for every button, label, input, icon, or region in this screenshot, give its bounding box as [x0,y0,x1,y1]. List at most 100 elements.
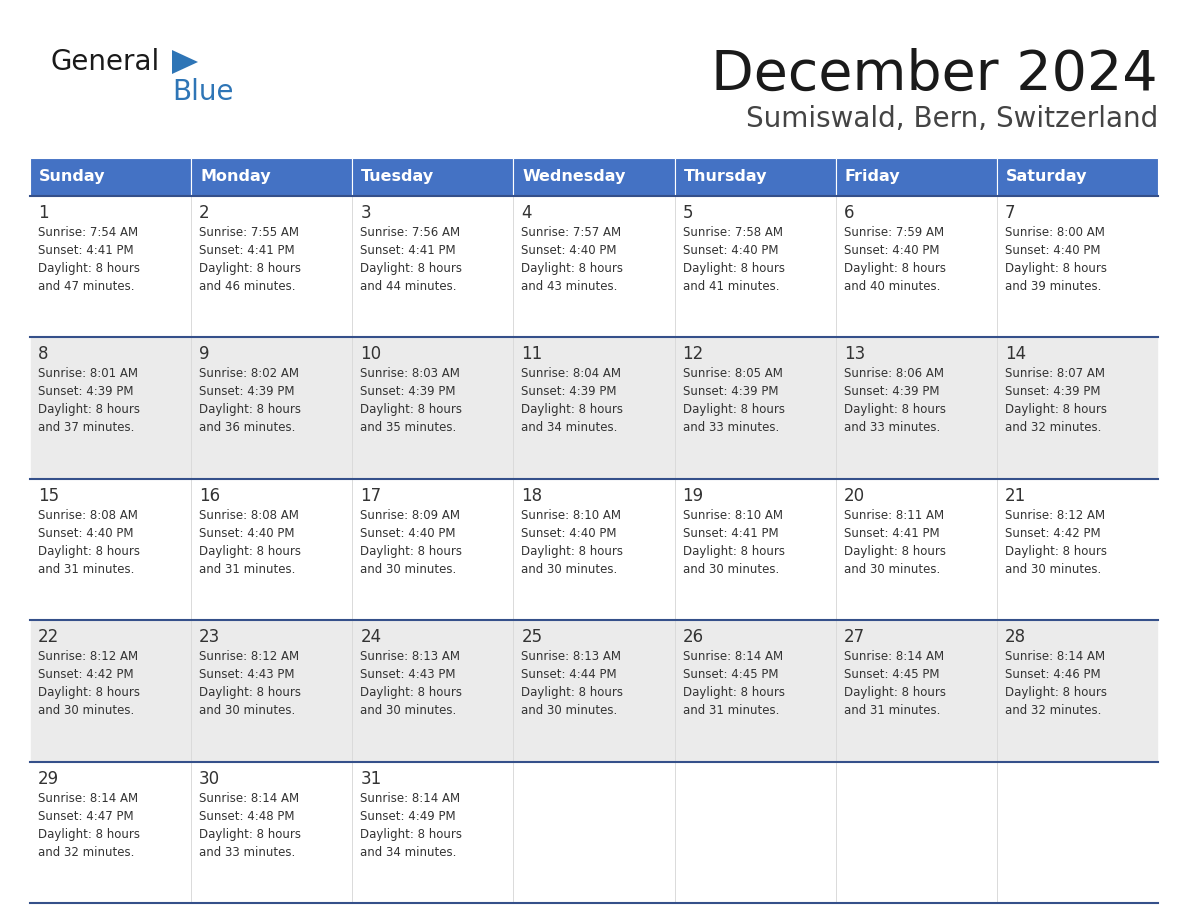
Text: 11: 11 [522,345,543,364]
Text: Sunset: 4:49 PM: Sunset: 4:49 PM [360,810,456,823]
Text: 31: 31 [360,769,381,788]
Text: Sunset: 4:40 PM: Sunset: 4:40 PM [1005,244,1100,257]
Text: Daylight: 8 hours: Daylight: 8 hours [360,544,462,558]
Text: Daylight: 8 hours: Daylight: 8 hours [683,686,784,700]
Text: Sunrise: 7:59 AM: Sunrise: 7:59 AM [843,226,943,239]
Text: 9: 9 [200,345,209,364]
Text: and 33 minutes.: and 33 minutes. [683,421,779,434]
Bar [997,762,1158,903]
Text: Sunrise: 8:08 AM: Sunrise: 8:08 AM [38,509,138,521]
Text: and 31 minutes.: and 31 minutes. [843,704,940,717]
Text: Sunset: 4:43 PM: Sunset: 4:43 PM [200,668,295,681]
Text: Daylight: 8 hours: Daylight: 8 hours [360,828,462,841]
Text: and 40 minutes.: and 40 minutes. [843,280,940,293]
Text: Sunset: 4:40 PM: Sunset: 4:40 PM [38,527,133,540]
Text: 6: 6 [843,204,854,222]
Text: and 35 minutes.: and 35 minutes. [360,421,456,434]
Text: Blue: Blue [172,78,234,106]
Bar [191,196,353,338]
Bar [30,196,191,338]
Text: Daylight: 8 hours: Daylight: 8 hours [1005,403,1107,417]
Text: Sunset: 4:40 PM: Sunset: 4:40 PM [522,527,617,540]
Bar [675,762,835,903]
Text: and 31 minutes.: and 31 minutes. [683,704,779,717]
Text: and 39 minutes.: and 39 minutes. [1005,280,1101,293]
Text: Sunrise: 7:54 AM: Sunrise: 7:54 AM [38,226,138,239]
Text: Sunrise: 8:09 AM: Sunrise: 8:09 AM [360,509,460,521]
Text: 1: 1 [38,204,49,222]
Bar [675,196,835,338]
Text: and 33 minutes.: and 33 minutes. [200,845,296,858]
Text: Sunset: 4:39 PM: Sunset: 4:39 PM [200,386,295,398]
Bar [353,621,513,762]
Bar [30,158,191,196]
Text: Daylight: 8 hours: Daylight: 8 hours [843,686,946,700]
Text: Sunrise: 8:04 AM: Sunrise: 8:04 AM [522,367,621,380]
Bar [513,196,675,338]
Text: Sunrise: 8:14 AM: Sunrise: 8:14 AM [38,791,138,804]
Text: Sunrise: 8:11 AM: Sunrise: 8:11 AM [843,509,943,521]
Text: Daylight: 8 hours: Daylight: 8 hours [843,262,946,275]
Text: and 36 minutes.: and 36 minutes. [200,421,296,434]
Text: Sunrise: 8:12 AM: Sunrise: 8:12 AM [38,650,138,663]
Text: Daylight: 8 hours: Daylight: 8 hours [360,686,462,700]
Text: Sunrise: 8:10 AM: Sunrise: 8:10 AM [522,509,621,521]
Text: Daylight: 8 hours: Daylight: 8 hours [843,544,946,558]
Text: and 32 minutes.: and 32 minutes. [1005,421,1101,434]
Bar [835,158,997,196]
Text: Daylight: 8 hours: Daylight: 8 hours [200,262,301,275]
Text: 27: 27 [843,628,865,646]
Text: Sunset: 4:48 PM: Sunset: 4:48 PM [200,810,295,823]
Text: Sunset: 4:39 PM: Sunset: 4:39 PM [1005,386,1100,398]
Bar [353,196,513,338]
Text: 5: 5 [683,204,693,222]
Bar [513,158,675,196]
Text: Thursday: Thursday [683,170,767,185]
Bar [835,621,997,762]
Text: Sunrise: 8:13 AM: Sunrise: 8:13 AM [522,650,621,663]
Text: Daylight: 8 hours: Daylight: 8 hours [38,262,140,275]
Text: Sunrise: 8:13 AM: Sunrise: 8:13 AM [360,650,460,663]
Text: Monday: Monday [200,170,271,185]
Text: Tuesday: Tuesday [361,170,435,185]
Text: 8: 8 [38,345,49,364]
Text: 17: 17 [360,487,381,505]
Text: Sunrise: 7:55 AM: Sunrise: 7:55 AM [200,226,299,239]
Text: Daylight: 8 hours: Daylight: 8 hours [522,686,624,700]
Text: Sunset: 4:41 PM: Sunset: 4:41 PM [683,527,778,540]
Bar [675,479,835,621]
Text: Sunrise: 8:06 AM: Sunrise: 8:06 AM [843,367,943,380]
Text: Sunset: 4:46 PM: Sunset: 4:46 PM [1005,668,1100,681]
Text: December 2024: December 2024 [712,48,1158,102]
Text: Daylight: 8 hours: Daylight: 8 hours [522,262,624,275]
Text: Daylight: 8 hours: Daylight: 8 hours [522,403,624,417]
Text: Daylight: 8 hours: Daylight: 8 hours [683,262,784,275]
Text: Daylight: 8 hours: Daylight: 8 hours [683,544,784,558]
Text: 19: 19 [683,487,703,505]
Text: 4: 4 [522,204,532,222]
Bar [997,196,1158,338]
Text: 21: 21 [1005,487,1026,505]
Text: Sunset: 4:39 PM: Sunset: 4:39 PM [360,386,456,398]
Text: Sunset: 4:45 PM: Sunset: 4:45 PM [843,668,940,681]
Text: Sunset: 4:42 PM: Sunset: 4:42 PM [1005,527,1100,540]
Text: Sunrise: 8:03 AM: Sunrise: 8:03 AM [360,367,460,380]
Text: Sunset: 4:39 PM: Sunset: 4:39 PM [683,386,778,398]
Text: Sunset: 4:41 PM: Sunset: 4:41 PM [38,244,133,257]
Text: Sunrise: 8:00 AM: Sunrise: 8:00 AM [1005,226,1105,239]
Text: Sunrise: 8:12 AM: Sunrise: 8:12 AM [1005,509,1105,521]
Bar [353,762,513,903]
Bar [675,158,835,196]
Text: Friday: Friday [845,170,901,185]
Text: Daylight: 8 hours: Daylight: 8 hours [38,544,140,558]
Text: Wednesday: Wednesday [523,170,626,185]
Text: and 30 minutes.: and 30 minutes. [200,704,296,717]
Text: Sumiswald, Bern, Switzerland: Sumiswald, Bern, Switzerland [746,105,1158,133]
Text: Daylight: 8 hours: Daylight: 8 hours [1005,544,1107,558]
Bar [835,479,997,621]
Text: and 33 minutes.: and 33 minutes. [843,421,940,434]
Bar [675,338,835,479]
Text: and 30 minutes.: and 30 minutes. [1005,563,1101,576]
Text: Sunrise: 8:14 AM: Sunrise: 8:14 AM [843,650,943,663]
Text: Sunrise: 8:10 AM: Sunrise: 8:10 AM [683,509,783,521]
